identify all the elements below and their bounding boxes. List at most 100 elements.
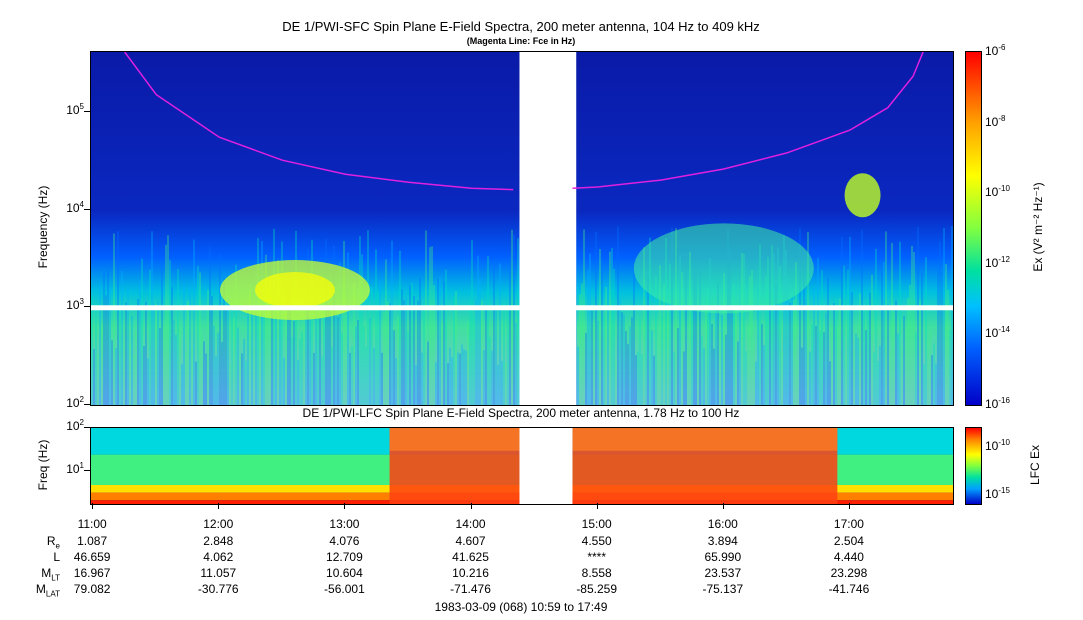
ephemeris-value: 4.076 (329, 534, 360, 548)
sfc-column (603, 316, 605, 405)
sfc-column (831, 326, 833, 405)
sfc-column (653, 355, 655, 405)
sfc-column (927, 338, 929, 405)
sfc-column (947, 289, 949, 405)
sfc-column (505, 362, 507, 405)
sfc-column (675, 228, 677, 405)
sfc-column (801, 347, 803, 405)
sfc-column (129, 343, 131, 405)
sfc-column (373, 347, 375, 405)
ephemeris-value: -41.746 (828, 582, 870, 596)
sfc-column (647, 276, 649, 405)
sfc-column (627, 344, 629, 405)
sfc-column (219, 254, 221, 405)
ephemeris-label: L (53, 550, 60, 564)
sfc-column (613, 268, 615, 405)
sfc-column (115, 348, 117, 405)
sfc-column (435, 362, 437, 405)
sfc-column (461, 344, 463, 405)
sfc-column (209, 246, 211, 405)
sfc-column (825, 312, 827, 405)
sfc-column (231, 301, 233, 405)
sfc-column (815, 325, 817, 405)
sfc-column (601, 258, 603, 405)
ephemeris-value: 65.990 (704, 550, 742, 564)
sfc-column (319, 318, 321, 405)
sfc-column (611, 248, 613, 405)
sfc-column (671, 227, 673, 405)
time-tick-mark (596, 503, 598, 509)
sfc-column (939, 240, 941, 405)
lfc-title: DE 1/PWI-LFC Spin Plane E-Field Spectra,… (302, 406, 740, 420)
sfc-column (303, 322, 305, 405)
sfc-column (227, 298, 229, 405)
ephemeris-value: 10.604 (326, 566, 363, 580)
sfc-column (921, 272, 923, 405)
sfc-column (751, 270, 753, 405)
sfc-column (477, 255, 479, 405)
sfc-column (151, 231, 153, 405)
sfc-column (233, 317, 235, 405)
sfc-column (589, 253, 591, 405)
sfc-column (749, 275, 751, 405)
sfc-column (873, 352, 875, 405)
sfc-column (289, 270, 291, 405)
sfc-column (649, 237, 651, 405)
sfc-column (509, 257, 511, 405)
sfc-column (225, 308, 227, 405)
sfc-column (257, 238, 259, 405)
sfc-column (371, 287, 373, 405)
sfc-column (359, 236, 361, 405)
sfc-column (933, 343, 935, 405)
sfc-column (181, 364, 183, 405)
sfc-column (433, 285, 435, 405)
ephemeris-label: MLAT (35, 582, 60, 599)
sfc-column (331, 347, 333, 405)
sfc-column (937, 267, 939, 405)
sfc-column (857, 337, 859, 405)
sfc-column (135, 331, 137, 405)
sfc-column (633, 268, 635, 405)
ephemeris-value: 4.062 (203, 550, 234, 564)
sfc-column (427, 341, 429, 405)
sfc-column (655, 275, 657, 405)
sfc-ylabel: Frequency (Hz) (36, 185, 50, 269)
sfc-column (133, 353, 135, 405)
ephemeris-value: 10.216 (452, 566, 489, 580)
sfc-column (591, 310, 593, 405)
sfc-column (439, 276, 441, 405)
sfc-column (443, 281, 445, 405)
sfc-column (171, 287, 173, 405)
sfc-column (865, 330, 867, 405)
sfc-column (731, 306, 733, 405)
sfc-column (903, 316, 905, 405)
sfc-column (925, 257, 927, 405)
sfc-column (191, 347, 193, 405)
time-tick-label: 13:00 (329, 517, 360, 531)
sfc-column (117, 231, 119, 405)
sfc-column (867, 298, 869, 405)
fce-line-segment-0 (124, 52, 514, 191)
sfc-column (917, 226, 919, 405)
sfc-column (877, 361, 879, 405)
sfc-column (735, 304, 737, 405)
sfc-column (311, 239, 313, 405)
sfc-column (643, 247, 645, 405)
sfc-column (711, 323, 713, 405)
lfc-plot-svg (91, 428, 953, 504)
sfc-column (375, 249, 377, 405)
sfc-column (651, 330, 653, 405)
sfc-colorbar-tick: 10-12 (985, 254, 1010, 270)
sfc-column (357, 320, 359, 405)
time-tick-label: 16:00 (707, 517, 738, 531)
sfc-column (635, 355, 637, 405)
sfc-column (869, 292, 871, 405)
sfc-ytick-mark (84, 306, 90, 308)
sfc-column (691, 299, 693, 405)
sfc-column (139, 280, 141, 405)
sfc-column (861, 229, 863, 405)
sfc-column (203, 341, 205, 405)
sfc-column (411, 282, 413, 405)
ephemeris-value: 23.298 (830, 566, 868, 580)
sfc-column (499, 263, 501, 405)
